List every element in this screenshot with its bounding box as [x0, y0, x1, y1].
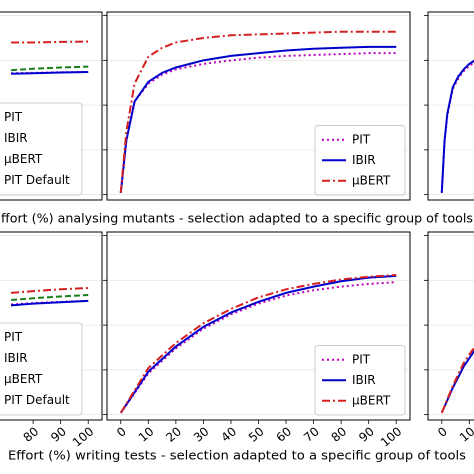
- x-axis-label: Effort (%) writing tests - selection ada…: [8, 448, 466, 463]
- legend-label: PIT: [352, 352, 371, 366]
- plot-frame: [0, 11, 103, 201]
- legend-label: µBERT: [4, 372, 43, 386]
- series-line: [11, 65, 89, 72]
- legend-box: [0, 322, 83, 416]
- x-tick-label: 80: [21, 424, 42, 445]
- legend-label: PIT: [4, 330, 23, 344]
- legend-label: µBERT: [4, 152, 43, 166]
- plot-frame: [0, 231, 103, 421]
- series-line: [440, 346, 474, 414]
- legend-label: PIT: [4, 110, 23, 124]
- x-tick-label: 90: [48, 424, 69, 445]
- series-line: [11, 40, 89, 44]
- legend-label: IBIR: [4, 351, 28, 365]
- x-tick-label: 10: [136, 424, 157, 445]
- legend-label: IBIR: [352, 153, 376, 167]
- x-tick-label: 100: [70, 424, 97, 449]
- x-tick-label: 20: [163, 424, 184, 445]
- plot-frame: [427, 231, 474, 421]
- x-tick-label: 70: [301, 424, 322, 445]
- x-tick-label: 10: [457, 424, 474, 445]
- legend-label: PIT Default: [4, 393, 70, 407]
- legend-box: [0, 102, 83, 196]
- series-line: [119, 45, 397, 193]
- legend-label: µBERT: [352, 173, 391, 187]
- series-line: [119, 30, 397, 193]
- series-line: [11, 294, 89, 302]
- legend-label: µBERT: [352, 393, 391, 407]
- series-line: [440, 349, 474, 414]
- legend-box: [314, 125, 406, 196]
- x-tick-label: 40: [218, 424, 239, 445]
- series-line: [119, 273, 397, 414]
- series-line: [11, 70, 89, 75]
- legend-label: PIT: [352, 132, 371, 146]
- legend-label: IBIR: [352, 373, 376, 387]
- series-line: [440, 59, 474, 193]
- x-tick-label: 100: [378, 424, 405, 449]
- plot-frame: [106, 11, 411, 201]
- x-axis-label: ffort (%) analysing mutants - selection …: [1, 211, 473, 226]
- series-line: [11, 287, 89, 294]
- legend-box: [314, 345, 406, 416]
- x-tick-label: 0: [435, 424, 450, 440]
- x-tick-label: 90: [356, 424, 377, 445]
- legend-label: PIT Default: [4, 173, 70, 187]
- series-line: [119, 274, 397, 414]
- x-tick-label: 0: [114, 424, 129, 440]
- series-line: [11, 299, 89, 307]
- x-tick-label: 60: [274, 424, 295, 445]
- legend-label: IBIR: [4, 131, 28, 145]
- plot-frame: [427, 11, 474, 201]
- x-tick-label: 80: [329, 424, 350, 445]
- x-tick-label: 30: [191, 424, 212, 445]
- x-tick-label: 50: [246, 424, 267, 445]
